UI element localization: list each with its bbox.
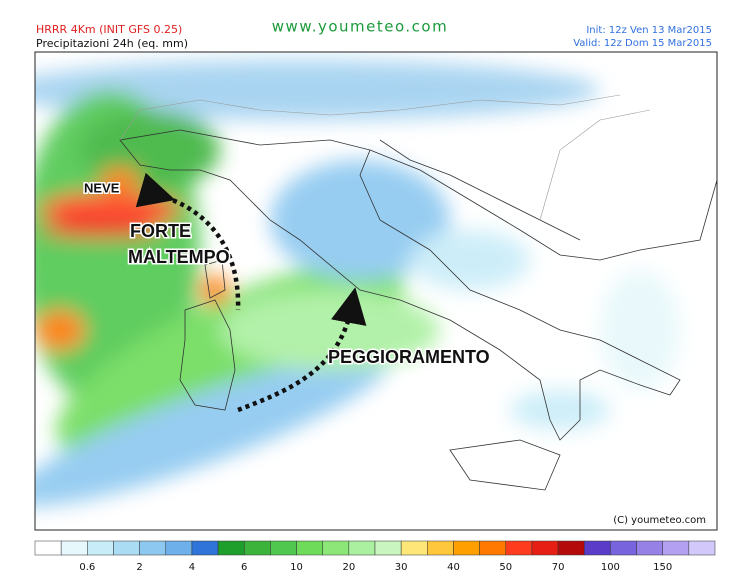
- site-label: www.youmeteo.com: [272, 18, 448, 36]
- colorbar-swatch: [479, 540, 507, 556]
- colorbar-swatch: [400, 540, 428, 556]
- colorbar-tick-label: 70: [552, 562, 565, 573]
- colorbar-swatch: [217, 540, 245, 556]
- colorbar-swatch: [165, 540, 193, 556]
- snow-label: NEVE: [84, 180, 120, 195]
- colorbar-tick-label: 0.6: [79, 562, 95, 573]
- colorbar-tick-label: 100: [601, 562, 620, 573]
- colorbar-tick-label: 20: [342, 562, 355, 573]
- colorbar-tick-label: 150: [653, 562, 672, 573]
- colorbar-swatch: [243, 540, 271, 556]
- model-label: HRRR 4Km (INIT GFS 0.25): [36, 23, 182, 36]
- colorbar-swatch: [662, 540, 690, 556]
- map-frame: [34, 51, 718, 531]
- colorbar-swatch: [374, 540, 402, 556]
- colorbar-tick-label: 6: [241, 562, 247, 573]
- colorbar-swatch: [531, 540, 559, 556]
- worsening-label: PEGGIORAMENTO: [328, 347, 490, 367]
- storm-label: MALTEMPO: [128, 247, 230, 267]
- colorbar-swatch: [610, 540, 637, 556]
- colorbar-swatch: [34, 540, 62, 556]
- valid-label: Valid: 12z Dom 15 Mar2015: [573, 38, 712, 49]
- colorbar-swatch: [688, 540, 716, 556]
- colorbar-swatch: [636, 540, 663, 556]
- colorbar-swatch: [113, 540, 140, 556]
- colorbar-swatch: [348, 540, 376, 556]
- colorbar-swatch: [505, 540, 533, 556]
- variable-label: Precipitazioni 24h (eq. mm): [36, 37, 188, 50]
- colorbar-swatch: [87, 540, 114, 556]
- colorbar-tick-label: 30: [395, 562, 408, 573]
- colorbar-swatch: [322, 540, 350, 556]
- colorbar-tick-label: 4: [189, 562, 195, 573]
- colorbar-tick-label: 10: [290, 562, 303, 573]
- colorbar-tick-label: 50: [499, 562, 512, 573]
- colorbar-swatch: [296, 540, 323, 556]
- colorbar-swatch: [60, 540, 88, 556]
- colorbar-tick-label: 2: [136, 562, 142, 573]
- colorbar-swatch: [191, 540, 219, 556]
- init-label: Init: 12z Ven 13 Mar2015: [586, 25, 712, 36]
- colorbar-swatch: [139, 540, 167, 556]
- colorbar-swatch: [427, 540, 454, 556]
- colorbar-tick-label: 40: [447, 562, 460, 573]
- storm-label: FORTE: [130, 221, 191, 241]
- map: NEVE FORTE MALTEMPO PEGGIORAMENTO (C) yo…: [35, 52, 717, 530]
- colorbar-swatch: [557, 540, 585, 556]
- copyright: (C) youmeteo.com: [613, 515, 706, 526]
- colorbar-swatch: [453, 540, 480, 556]
- colorbar-swatch: [270, 540, 297, 556]
- colorbar-swatch: [583, 540, 611, 556]
- colorbar: 0.6 2 4 6 10 20 30 40 50 70 100 150: [34, 540, 716, 573]
